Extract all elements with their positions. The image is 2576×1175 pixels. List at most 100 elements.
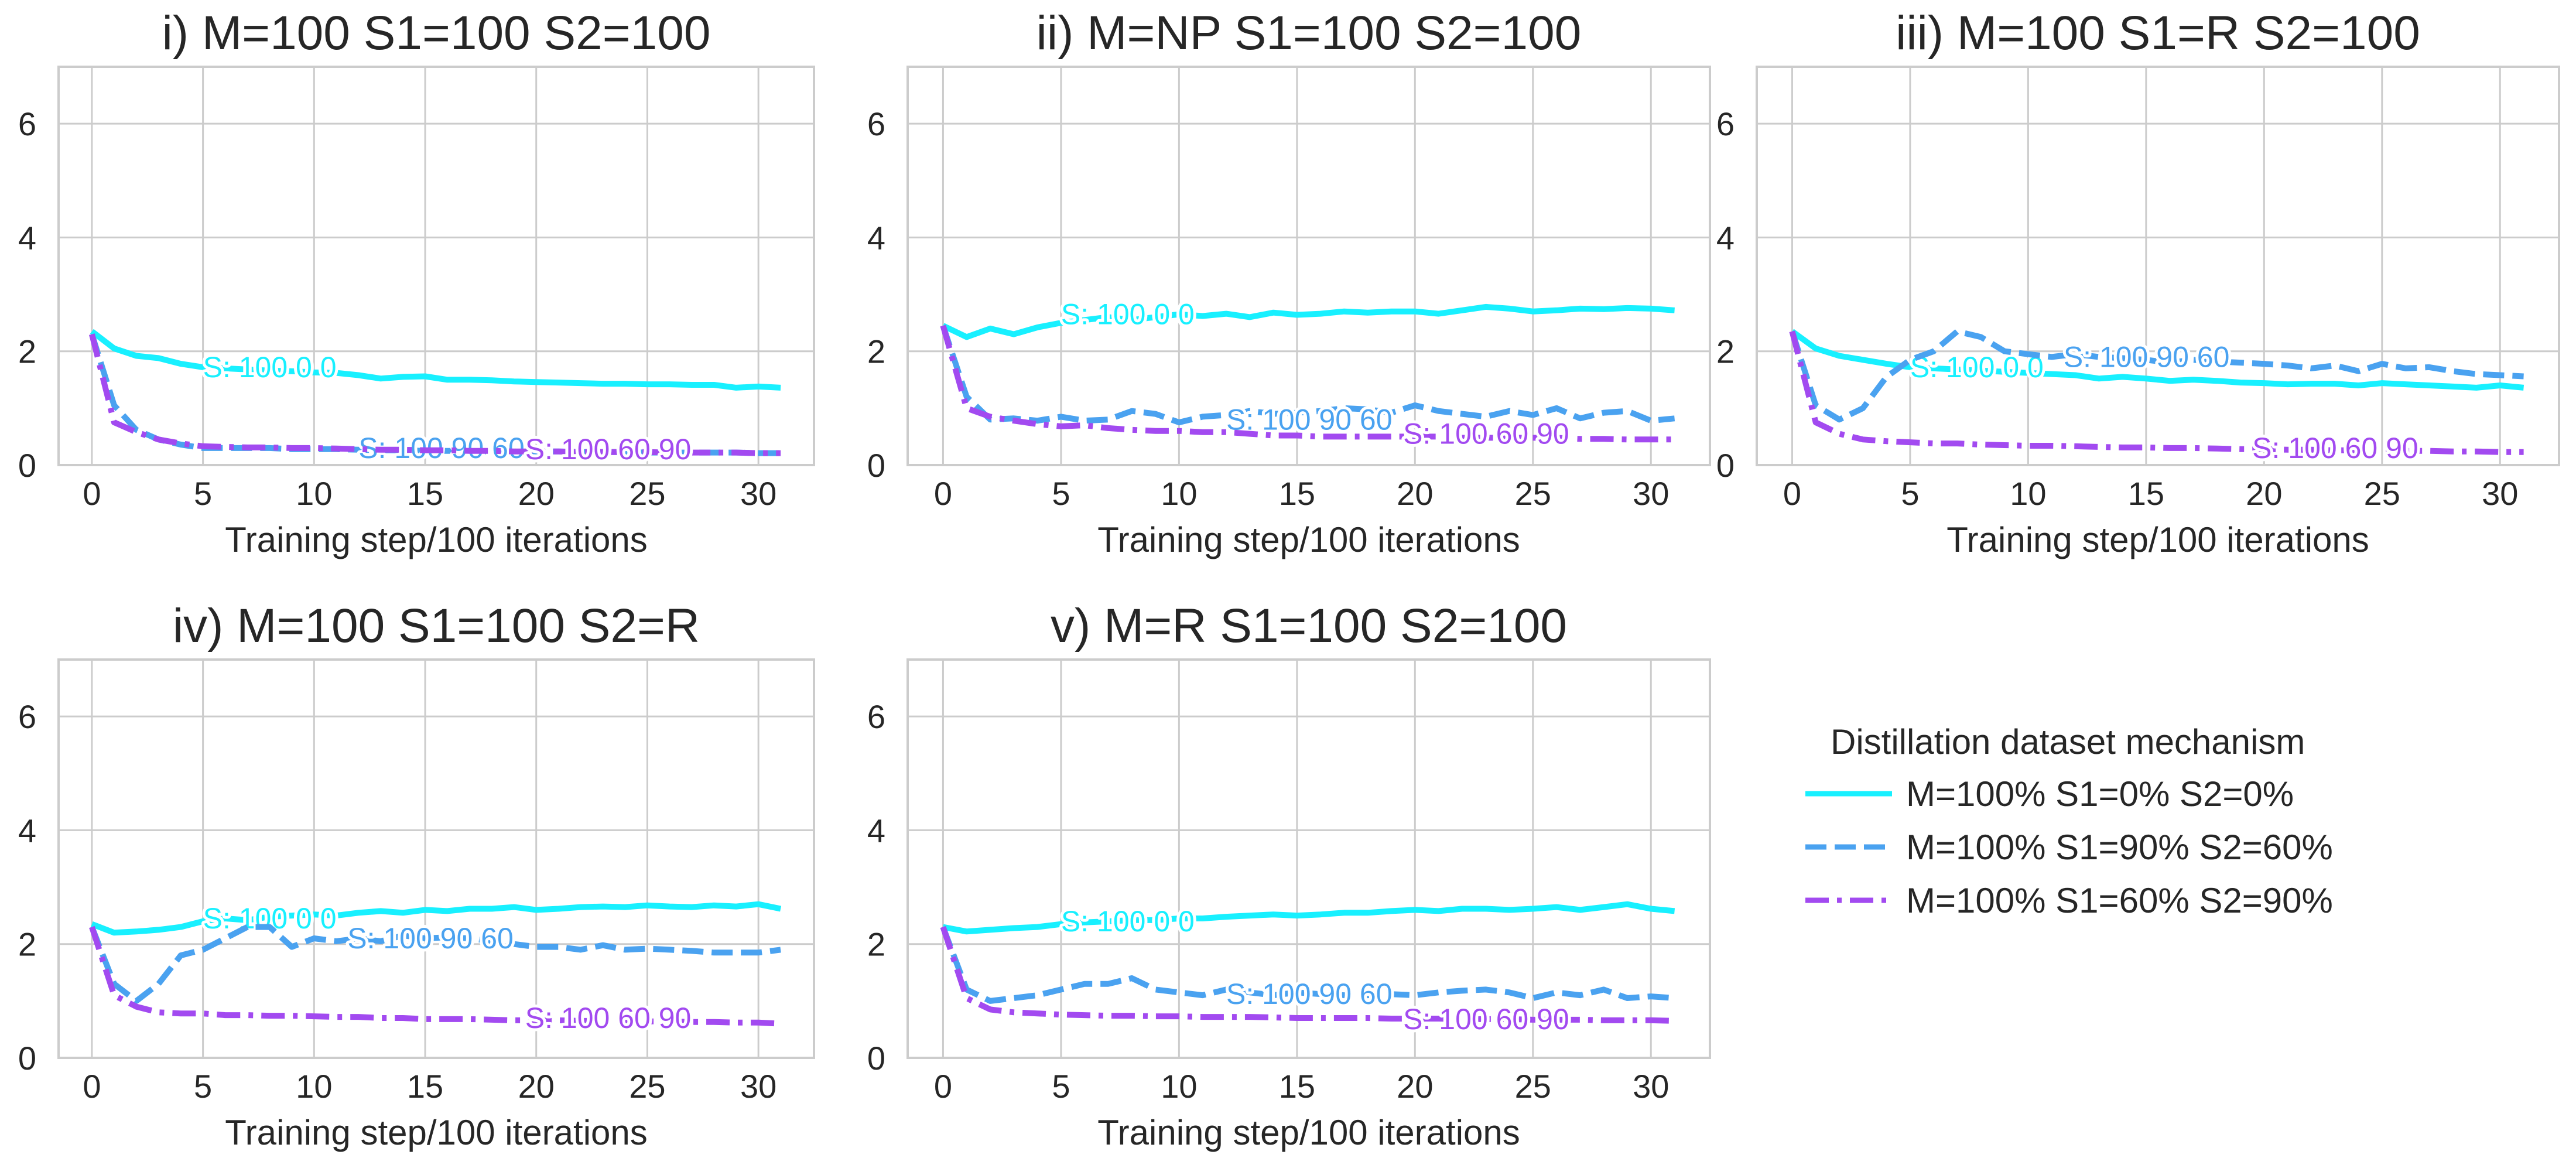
series-line-2 (89, 924, 781, 1004)
y-tick-label: 2 (867, 926, 885, 963)
y-tick-label: 6 (18, 105, 36, 142)
series-line-1 (1790, 329, 2524, 391)
legend-title: Distillation dataset mechanism (1831, 722, 2305, 761)
series-line-3 (940, 926, 1675, 1024)
x-tick-label: 15 (2128, 475, 2164, 512)
series-line-3 (89, 926, 781, 1027)
x-tick-label: 0 (83, 1068, 101, 1105)
x-tick-label: 20 (1397, 1068, 1433, 1105)
series-annotation-2: S: 100 90 60 (347, 922, 514, 955)
x-tick-label: 25 (629, 1068, 665, 1105)
series-annotation-1: S: 100 0 0 (203, 351, 337, 384)
x-axis-label: Training step/100 iterations (225, 1113, 648, 1152)
series-annotation-1: S: 100 0 0 (1061, 905, 1195, 938)
series-line-2 (1789, 328, 2524, 423)
y-tick-label: 4 (867, 812, 885, 849)
x-tick-label: 30 (1633, 475, 1669, 512)
y-tick-label: 4 (18, 219, 36, 256)
x-tick-label: 15 (1279, 475, 1315, 512)
chart-panel-5: 0 5 10 15 20 25 30 0 2 4 6 v) M=R S1=100 S2=100 Trai… (867, 599, 1711, 1152)
chart-title: i) M=100 S1=100 S2=100 (162, 6, 711, 60)
y-tick-label: 6 (867, 698, 885, 735)
x-axis-label: Training step/100 iterations (1946, 520, 2369, 559)
chart-title: v) M=R S1=100 S2=100 (1051, 599, 1567, 653)
x-axis-label: Training step/100 iterations (225, 520, 648, 559)
y-tick-label: 0 (1716, 447, 1735, 484)
y-tick-label: 6 (1716, 105, 1735, 142)
x-tick-label: 0 (1783, 475, 1801, 512)
legend-label-1: M=100% S1=0% S2=0% (1906, 774, 2294, 814)
series-line-2 (940, 925, 1675, 1004)
x-tick-label: 0 (934, 1068, 952, 1105)
legend-label-2: M=100% S1=90% S2=60% (1906, 828, 2333, 867)
x-tick-label: 20 (1397, 475, 1433, 512)
x-tick-label: 25 (1515, 475, 1551, 512)
x-tick-label: 10 (2010, 475, 2046, 512)
x-tick-label: 30 (740, 1068, 776, 1105)
series-annotation-3: S: 100 60 90 (2252, 432, 2418, 464)
x-tick-label: 25 (629, 475, 665, 512)
x-tick-label: 10 (1161, 475, 1197, 512)
series-line-1 (942, 303, 1675, 340)
plot-area (906, 66, 1711, 466)
x-tick-label: 25 (2364, 475, 2400, 512)
x-tick-label: 5 (1901, 475, 1919, 512)
chart-title: iv) M=100 S1=100 S2=R (173, 599, 700, 653)
plot-area (1756, 66, 2560, 466)
x-tick-label: 10 (296, 475, 332, 512)
series-annotation-1: S: 100 0 0 (1061, 298, 1195, 331)
y-tick-label: 4 (18, 812, 36, 849)
series-annotation-3: S: 100 60 90 (1403, 1003, 1569, 1036)
chart-title: ii) M=NP S1=100 S2=100 (1036, 6, 1582, 60)
series-annotation-3: S: 100 60 90 (525, 1002, 692, 1034)
chart-title: iii) M=100 S1=R S2=100 (1896, 6, 2420, 60)
y-tick-label: 0 (18, 1040, 36, 1077)
series-line-1 (91, 901, 782, 936)
y-tick-label: 2 (867, 333, 885, 370)
x-tick-label: 20 (2246, 475, 2282, 512)
y-tick-label: 4 (1716, 219, 1735, 256)
series-line-1 (942, 901, 1675, 935)
x-tick-label: 10 (296, 1068, 332, 1105)
y-tick-label: 2 (18, 926, 36, 963)
plot-area (57, 658, 815, 1059)
chart-panel-2: 0 5 10 15 20 25 30 0 2 4 6 ii) M=NP S1=100 S2=100 Tr… (867, 6, 1711, 559)
x-tick-label: 30 (740, 475, 776, 512)
y-tick-label: 0 (867, 447, 885, 484)
x-tick-label: 30 (2482, 475, 2518, 512)
legend-label-3: M=100% S1=60% S2=90% (1906, 881, 2333, 920)
x-tick-label: 15 (1279, 1068, 1315, 1105)
series-annotation-2: S: 100 90 60 (1226, 978, 1393, 1010)
y-tick-label: 4 (867, 219, 885, 256)
y-tick-label: 0 (867, 1040, 885, 1077)
y-tick-label: 0 (18, 447, 36, 484)
series-annotation-3: S: 100 60 90 (525, 433, 692, 466)
x-tick-label: 5 (194, 1068, 212, 1105)
x-tick-label: 0 (934, 475, 952, 512)
series-line-2 (940, 325, 1675, 426)
chart-panel-4: 0 5 10 15 20 25 30 0 2 4 6 iv) M=100 S1=100 S2=R Tra… (18, 599, 815, 1152)
y-tick-label: 6 (867, 105, 885, 142)
x-tick-label: 15 (407, 1068, 443, 1105)
series-line-3 (1789, 330, 2524, 455)
legend: Distillation dataset mechanism M=100% S1… (1805, 722, 2333, 920)
chart-panel-1: 0 5 10 15 20 25 30 0 2 4 6 i) M=100 S1=100 S2=100 Tr… (18, 6, 815, 559)
series-annotation-3: S: 100 60 90 (1403, 418, 1569, 450)
y-tick-label: 6 (18, 698, 36, 735)
series-annotation-2: S: 100 90 60 (2064, 340, 2230, 373)
x-tick-label: 5 (1052, 1068, 1070, 1105)
chart-panel-3: 0 5 10 15 20 25 30 0 2 4 6 iii) M=100 S1=R S2=100 Tr… (1716, 6, 2560, 559)
x-tick-label: 25 (1515, 1068, 1551, 1105)
x-tick-label: 20 (518, 1068, 555, 1105)
x-tick-label: 5 (194, 475, 212, 512)
x-axis-label: Training step/100 iterations (1097, 1113, 1520, 1152)
x-tick-label: 5 (1052, 475, 1070, 512)
x-tick-label: 10 (1161, 1068, 1197, 1105)
y-tick-label: 2 (1716, 333, 1735, 370)
x-tick-label: 0 (83, 475, 101, 512)
x-tick-label: 30 (1633, 1068, 1669, 1105)
series-line-3 (940, 325, 1675, 443)
series-line-1 (90, 329, 781, 391)
y-tick-label: 2 (18, 333, 36, 370)
